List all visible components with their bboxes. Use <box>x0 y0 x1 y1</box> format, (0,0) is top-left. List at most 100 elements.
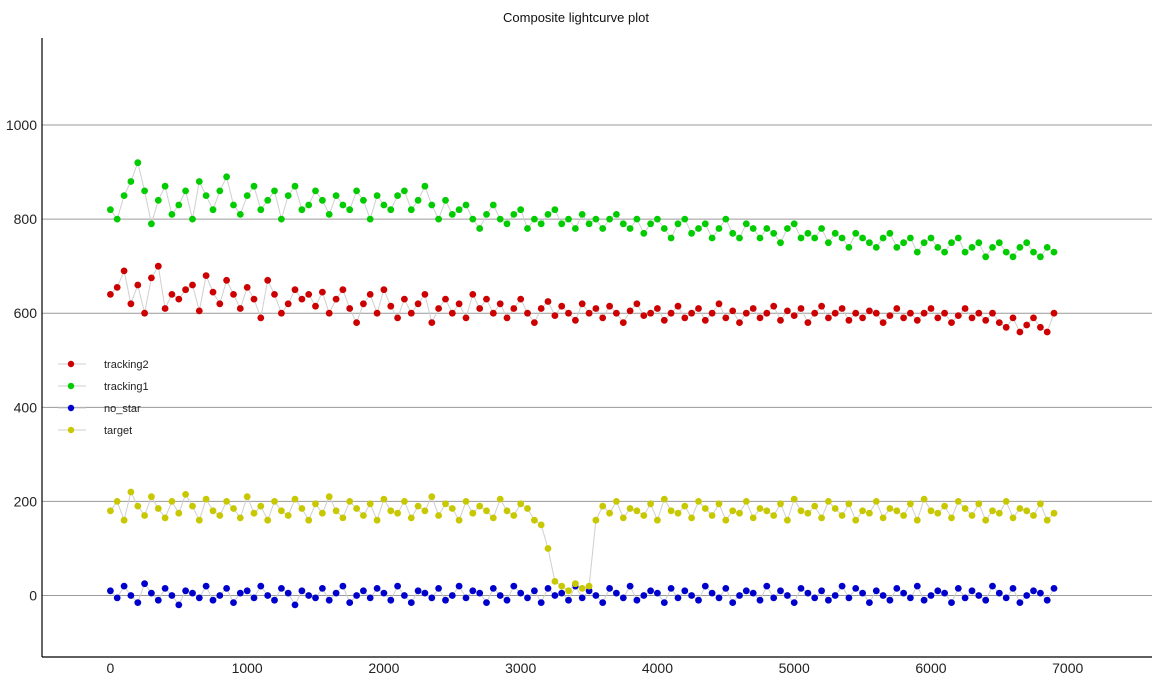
data-point-tracking1 <box>572 225 579 232</box>
data-point-tracking1 <box>154 196 162 204</box>
data-point-tracking1 <box>859 234 866 242</box>
data-point-no_star <box>284 589 292 597</box>
data-point-tracking2 <box>154 262 162 270</box>
data-point-tracking2 <box>790 312 798 319</box>
data-point-tracking2 <box>989 309 996 317</box>
data-point-target <box>961 505 969 512</box>
data-point-tracking2 <box>742 309 750 317</box>
data-point-no_star <box>373 585 381 592</box>
data-point-tracking2 <box>216 300 224 308</box>
data-point-tracking1 <box>934 244 942 251</box>
data-point-no_star <box>674 594 682 602</box>
series-line-target <box>109 490 1055 592</box>
data-point-target <box>284 512 292 519</box>
data-point-tracking1 <box>886 229 894 237</box>
data-point-no_star <box>742 587 750 595</box>
data-point-tracking1 <box>825 239 832 247</box>
data-point-target <box>271 498 278 505</box>
data-point-target <box>920 495 928 503</box>
data-point-tracking1 <box>1016 244 1024 251</box>
data-point-tracking1 <box>1030 248 1037 256</box>
data-point-tracking1 <box>141 187 149 195</box>
data-point-tracking2 <box>626 307 634 315</box>
data-point-tracking2 <box>900 314 907 322</box>
data-point-no_star <box>544 585 552 592</box>
data-point-tracking1 <box>325 211 333 218</box>
data-point-tracking2 <box>708 309 716 317</box>
data-point-tracking1 <box>790 220 798 228</box>
data-point-tracking2 <box>517 295 525 303</box>
y-tick-label: 1000 <box>6 117 37 133</box>
data-point-no_star <box>216 592 224 599</box>
data-point-target <box>503 507 511 515</box>
data-point-tracking2 <box>640 312 648 319</box>
data-point-tracking1 <box>250 182 258 190</box>
x-tick-label: 1000 <box>232 660 263 676</box>
data-point-tracking1 <box>715 225 723 232</box>
data-point-tracking2 <box>701 316 709 324</box>
data-point-tracking1 <box>312 187 319 195</box>
data-point-tracking2 <box>380 286 388 294</box>
y-tick-label: 600 <box>14 305 38 321</box>
data-point-tracking1 <box>688 229 695 237</box>
data-point-tracking2 <box>394 314 401 322</box>
y-tick-label: 800 <box>14 211 38 227</box>
data-point-tracking2 <box>312 302 319 310</box>
data-point-tracking2 <box>695 305 702 312</box>
chart-title: Composite lightcurve plot <box>503 10 649 25</box>
data-point-tracking1 <box>305 201 313 209</box>
data-point-target <box>113 498 121 505</box>
data-point-target <box>613 498 620 505</box>
data-point-tracking1 <box>517 206 525 214</box>
data-point-no_star <box>113 594 121 602</box>
data-point-tracking1 <box>531 215 538 223</box>
data-point-tracking1 <box>756 234 764 242</box>
data-point-target <box>701 505 709 512</box>
data-point-no_star <box>483 599 490 606</box>
data-point-tracking2 <box>729 307 737 315</box>
data-point-tracking2 <box>503 314 511 322</box>
data-point-no_star <box>640 592 648 599</box>
data-point-tracking1 <box>483 211 490 218</box>
data-point-no_star <box>366 594 374 602</box>
data-point-no_star <box>756 596 764 604</box>
legend-marker <box>67 426 75 434</box>
data-point-tracking1 <box>360 196 367 204</box>
data-point-tracking2 <box>688 309 695 317</box>
data-point-target <box>380 495 388 503</box>
data-point-tracking2 <box>811 309 819 317</box>
data-point-tracking1 <box>428 201 436 209</box>
data-point-tracking1 <box>435 215 442 223</box>
data-point-no_star <box>325 596 333 604</box>
data-point-no_star <box>435 585 442 592</box>
data-point-target <box>148 493 155 501</box>
data-point-tracking1 <box>387 206 395 214</box>
data-point-target <box>1023 507 1031 515</box>
data-point-target <box>469 509 477 517</box>
data-point-tracking1 <box>278 215 285 223</box>
data-point-tracking1 <box>838 234 846 242</box>
data-point-no_star <box>654 589 661 597</box>
data-point-tracking1 <box>161 182 169 190</box>
data-point-target <box>585 582 593 590</box>
data-point-tracking2 <box>332 295 340 303</box>
data-point-target <box>312 500 319 508</box>
data-point-target <box>941 502 948 510</box>
data-point-no_star <box>886 596 894 604</box>
data-point-tracking1 <box>742 220 750 228</box>
data-point-tracking1 <box>982 253 990 261</box>
data-point-tracking2 <box>872 309 880 317</box>
data-point-tracking1 <box>995 239 1003 247</box>
data-point-tracking1 <box>674 220 682 228</box>
data-point-tracking1 <box>626 225 634 232</box>
data-point-tracking2 <box>825 314 832 322</box>
data-point-target <box>654 516 661 524</box>
data-point-tracking2 <box>715 300 723 308</box>
data-point-target <box>209 507 217 515</box>
data-point-no_star <box>941 589 948 597</box>
data-point-tracking2 <box>284 300 292 308</box>
data-point-tracking2 <box>907 309 914 317</box>
data-point-no_star <box>380 589 388 597</box>
data-point-tracking1 <box>722 215 730 223</box>
